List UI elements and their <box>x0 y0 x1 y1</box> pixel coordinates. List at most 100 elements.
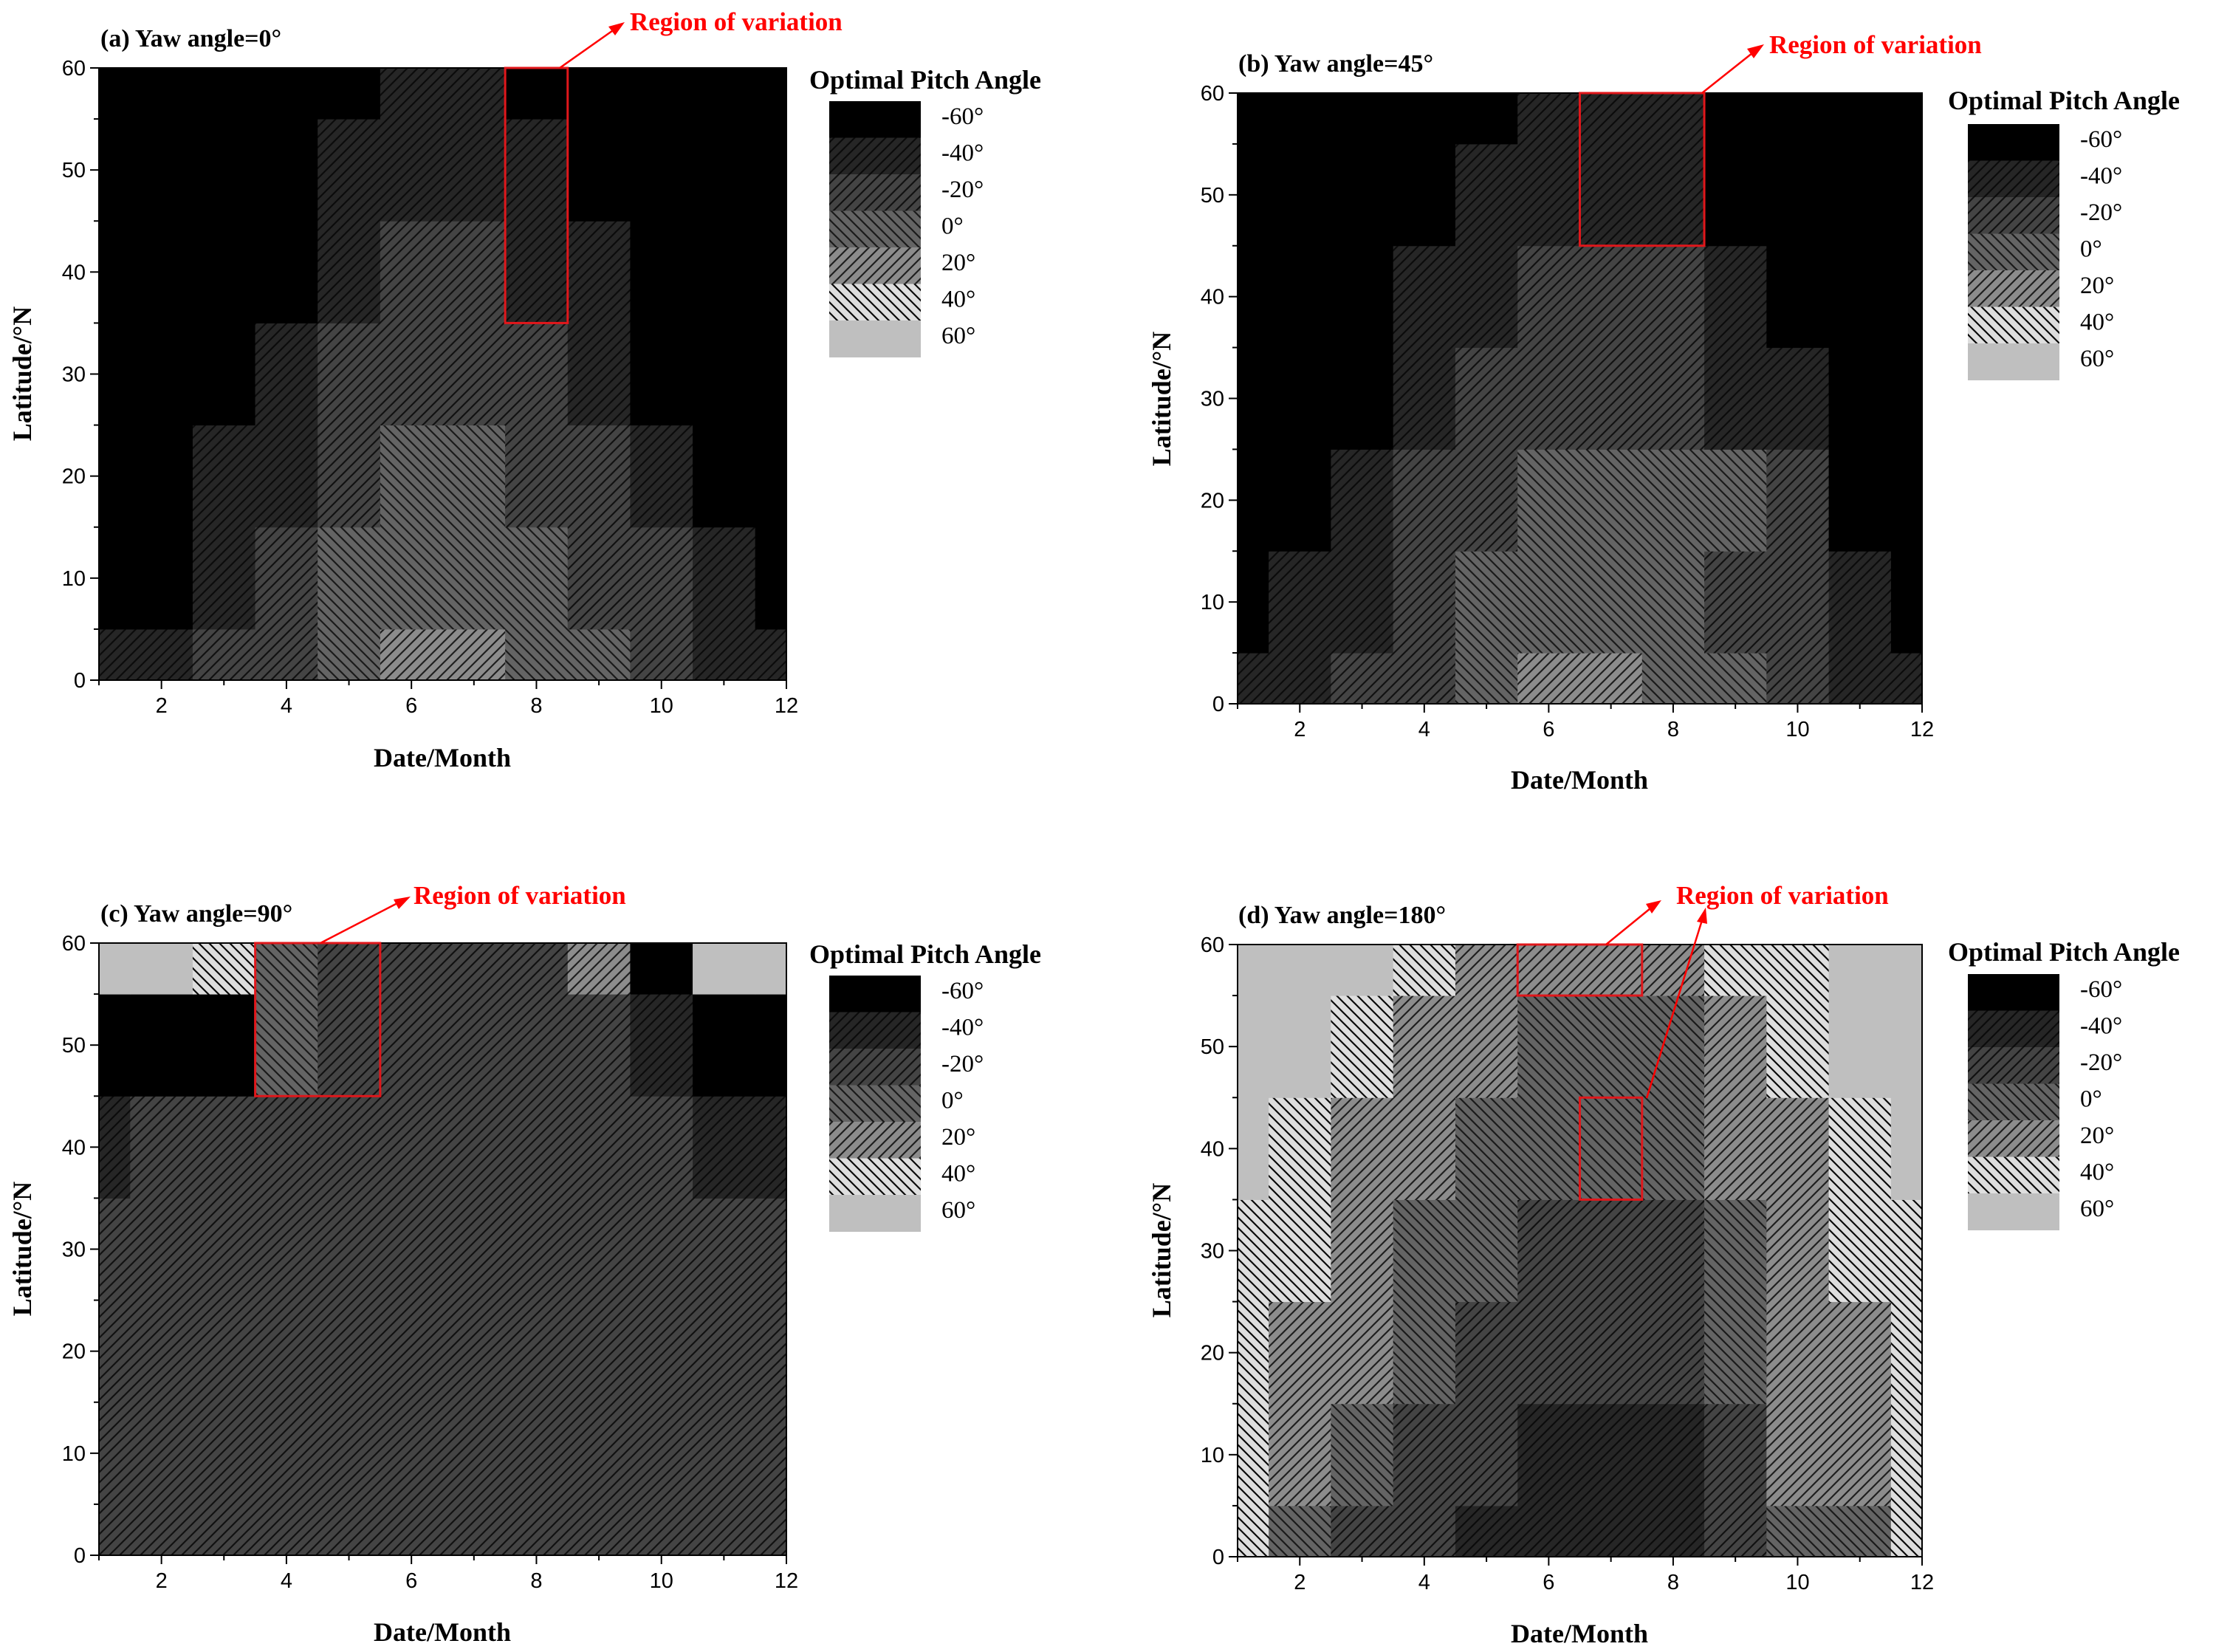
annotation-arrow <box>559 26 618 69</box>
heatmap-cell <box>1579 551 1643 654</box>
y-tick-label: 40 <box>62 1136 86 1159</box>
annotation-arrow <box>1605 905 1655 945</box>
heatmap-cell <box>1890 1199 1923 1303</box>
heatmap-cell <box>380 1402 443 1505</box>
heatmap-cell <box>505 1198 569 1301</box>
heatmap-cell <box>1579 347 1643 450</box>
heatmap-cell <box>1641 347 1705 450</box>
heatmap-cell <box>442 527 506 630</box>
heatmap-cell <box>442 68 506 120</box>
heatmap-cell <box>380 1504 443 1556</box>
heatmap-cell <box>1269 1199 1331 1303</box>
annotation-arrowhead <box>394 897 411 909</box>
legend-label: 0° <box>2080 236 2102 263</box>
heatmap-cell <box>1455 995 1518 1098</box>
heatmap-cell <box>380 221 443 323</box>
heatmap-cell <box>255 1198 318 1301</box>
heatmap-cell <box>1704 347 1767 450</box>
heatmap-cell <box>505 1300 569 1403</box>
heatmap-cell <box>1890 551 1923 654</box>
heatmap-cell <box>130 68 193 120</box>
legend-swatch <box>1968 197 2059 234</box>
heatmap-cell <box>1828 1097 1892 1200</box>
heatmap-cells <box>1238 93 1923 705</box>
heatmap-cell <box>442 943 506 995</box>
heatmap-cell <box>505 628 569 681</box>
region-of-variation-label: Region of variation <box>1769 30 1982 59</box>
heatmap-cell <box>1517 1199 1580 1303</box>
heatmap-cell <box>380 323 443 426</box>
heatmap-cell <box>1331 93 1394 145</box>
heatmap-cell <box>1269 93 1331 145</box>
heatmap-cell <box>1517 449 1580 552</box>
legend: Optimal Pitch Angle -60° -40° -20° 0° 20° 40°… <box>1948 86 2180 380</box>
highlight-box <box>254 942 382 1097</box>
heatmap-cell <box>1269 143 1331 247</box>
heatmap-cell <box>442 119 506 222</box>
x-ticks: 2 4 6 8 10 12 <box>1237 704 1934 741</box>
heatmap-cell <box>1766 551 1830 654</box>
x-axis-label: Date/Month <box>1511 1619 1648 1648</box>
legend-swatch <box>1968 1010 2059 1048</box>
y-ticks: 0 10 20 30 40 50 60 <box>1201 82 1238 716</box>
y-tick-label: 0 <box>1212 693 1224 716</box>
y-tick-label: 50 <box>1201 184 1224 208</box>
highlight-boxes <box>1579 92 1706 247</box>
heatmap-cell <box>1269 995 1331 1098</box>
heatmap-cell <box>567 1300 631 1403</box>
heatmap-cell <box>130 221 193 323</box>
heatmap-cell <box>1828 1301 1892 1405</box>
heatmap-cell <box>192 943 256 995</box>
legend-swatch <box>829 137 921 175</box>
legend-swatch <box>829 976 921 1012</box>
heatmap-cell <box>1890 449 1923 552</box>
legend-title: Optimal Pitch Angle <box>809 65 1041 95</box>
legend: Optimal Pitch Angle -60° -40° -20° 0° 20° 40°… <box>809 939 1041 1232</box>
legend-label: -60° <box>941 978 984 1004</box>
heatmap-cell <box>192 1096 256 1199</box>
x-tick-label: 8 <box>1667 1571 1679 1594</box>
heatmap-cell <box>1269 347 1331 450</box>
y-tick-label: 20 <box>62 1340 86 1364</box>
legend-swatch <box>829 174 921 211</box>
heatmap-cell <box>1766 653 1830 705</box>
heatmap-cell <box>1517 995 1580 1098</box>
heatmap-cell <box>1393 1097 1456 1200</box>
heatmap-cell <box>192 1504 256 1556</box>
heatmap-cell <box>630 119 693 222</box>
heatmap-cell <box>380 68 443 120</box>
heatmap-cell <box>505 119 569 222</box>
heatmap-cell <box>130 1096 193 1199</box>
heatmap-cell <box>505 527 569 630</box>
panel-title: (c) Yaw angle=90° <box>100 900 292 928</box>
heatmap-cell <box>693 1198 756 1301</box>
heatmap-cell <box>1393 143 1456 247</box>
highlight-box <box>1579 92 1706 247</box>
y-tick-label: 20 <box>1201 1342 1224 1365</box>
panel-title: (d) Yaw angle=180° <box>1238 902 1446 929</box>
x-tick-label: 6 <box>1543 718 1554 741</box>
x-tick-label: 10 <box>1785 1571 1809 1594</box>
heatmap-cell <box>1455 93 1518 145</box>
heatmap-cell <box>630 1402 693 1505</box>
heatmap-cell <box>1331 1301 1394 1405</box>
heatmap-cell <box>318 527 381 630</box>
heatmap-cell <box>1641 245 1705 349</box>
heatmap-cell <box>130 1402 193 1505</box>
heatmap-cell <box>693 1504 756 1556</box>
heatmap-cell <box>1455 245 1518 349</box>
heatmap-cell <box>1269 1505 1331 1557</box>
heatmap-cell <box>1704 449 1767 552</box>
heatmap-cell <box>1517 1301 1580 1405</box>
heatmap-cell <box>1238 1403 1269 1507</box>
heatmap-cell <box>1393 653 1456 705</box>
heatmap-cell <box>1828 143 1892 247</box>
x-tick-label: 8 <box>530 694 542 718</box>
legend-label: -20° <box>2080 1049 2122 1076</box>
heatmap-cell <box>1238 143 1269 247</box>
heatmap-cell <box>755 1198 787 1301</box>
heatmap-cell <box>1455 1301 1518 1405</box>
heatmap-cell <box>1766 995 1830 1098</box>
region-of-variation-label: Region of variation <box>414 881 626 910</box>
heatmap-cell <box>1393 551 1456 654</box>
